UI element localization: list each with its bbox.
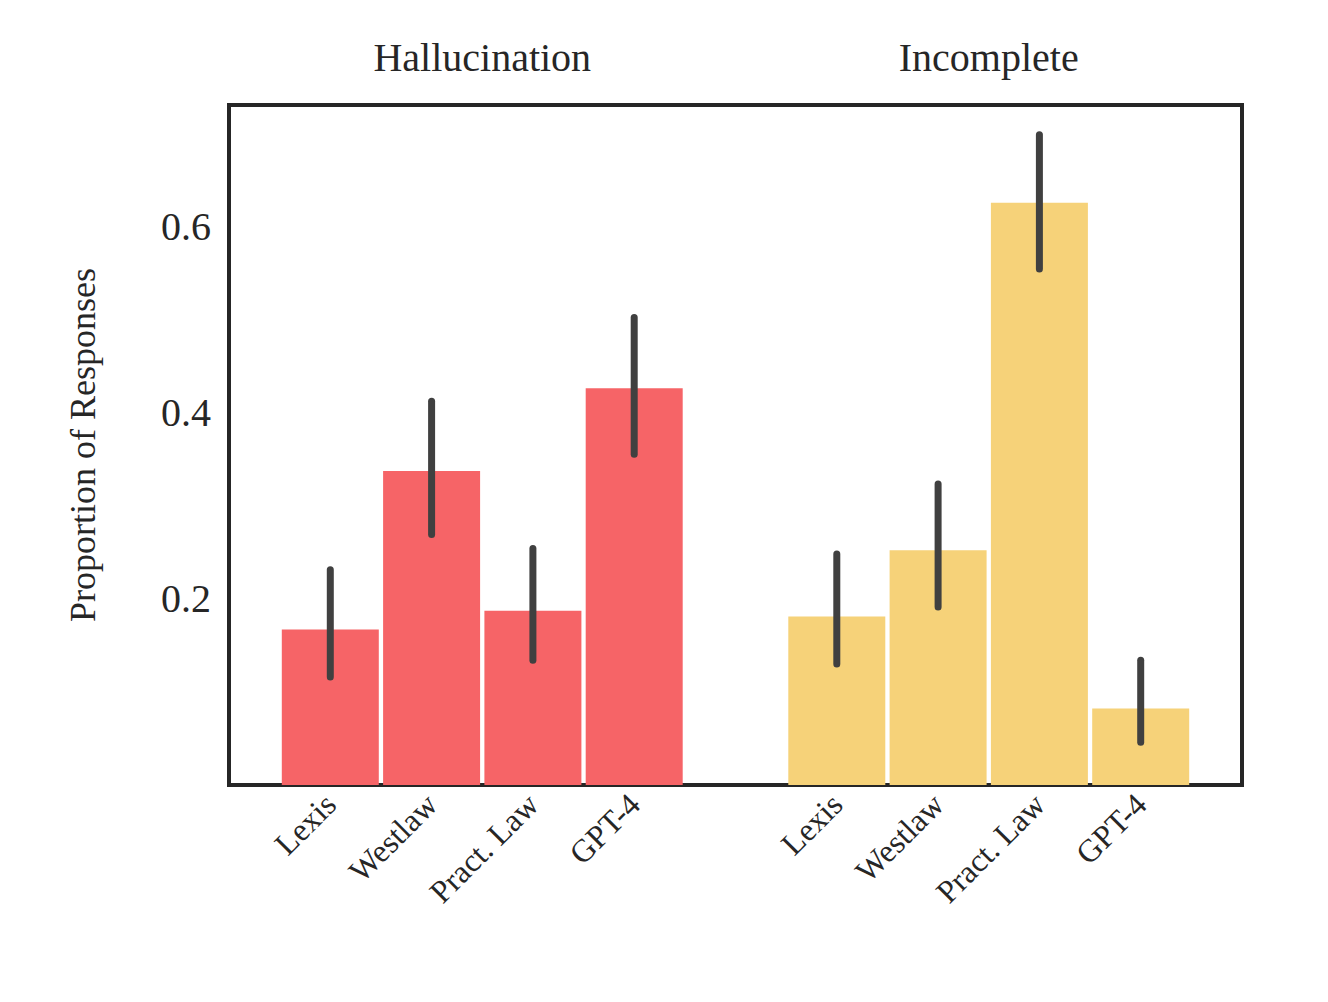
svg-text:Lexis: Lexis <box>267 786 343 862</box>
svg-text:Pract. Law: Pract. Law <box>422 786 545 909</box>
svg-text:0.6: 0.6 <box>161 204 211 249</box>
svg-text:Pract. Law: Pract. Law <box>929 786 1052 909</box>
svg-text:Hallucination: Hallucination <box>373 35 591 80</box>
svg-text:Lexis: Lexis <box>774 786 850 862</box>
svg-text:Proportion of Responses: Proportion of Responses <box>63 268 103 622</box>
svg-text:Incomplete: Incomplete <box>899 35 1079 80</box>
svg-text:GPT-4: GPT-4 <box>1068 786 1153 871</box>
svg-text:Westlaw: Westlaw <box>342 786 445 889</box>
svg-text:0.4: 0.4 <box>161 390 211 435</box>
svg-text:Westlaw: Westlaw <box>848 786 951 889</box>
svg-text:GPT-4: GPT-4 <box>562 786 647 871</box>
svg-text:0.2: 0.2 <box>161 576 211 621</box>
